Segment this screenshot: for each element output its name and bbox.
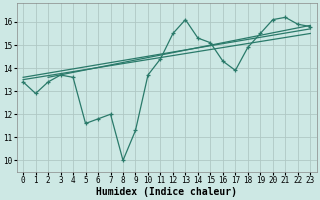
X-axis label: Humidex (Indice chaleur): Humidex (Indice chaleur) (96, 186, 237, 197)
